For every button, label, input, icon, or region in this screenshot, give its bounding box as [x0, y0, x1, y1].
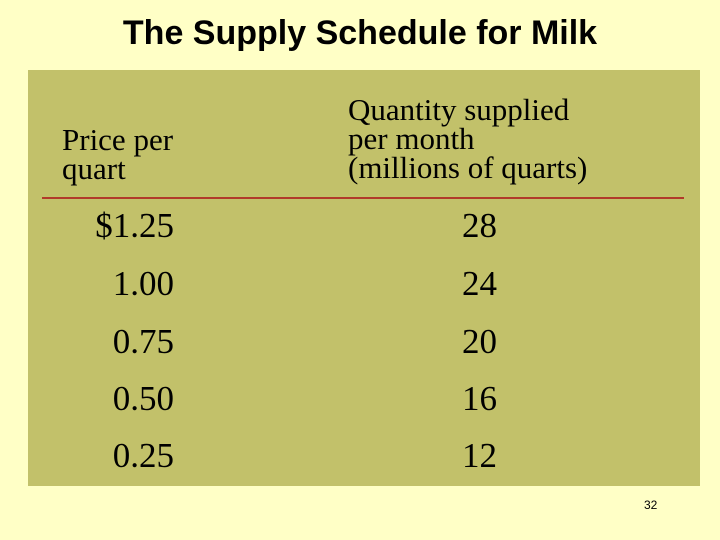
table-row: 1.00 24 — [28, 264, 700, 320]
table-row: 0.75 20 — [28, 322, 700, 378]
quantity-cell: 12 — [462, 436, 497, 475]
quantity-header-line: Quantity supplied — [348, 92, 570, 127]
quantity-cell: 16 — [462, 379, 497, 418]
table-row: 0.25 12 — [28, 436, 700, 492]
quantity-cell: 24 — [462, 264, 497, 303]
price-header-line: quart — [62, 151, 126, 186]
price-header-line: Price per — [62, 122, 174, 157]
quantity-column-header: Quantity supplied per month (millions of… — [348, 92, 588, 185]
supply-schedule-table: Price per quart Quantity supplied per mo… — [28, 70, 700, 486]
table-row: $1.25 28 — [28, 206, 700, 262]
price-cell: 1.00 — [112, 264, 174, 303]
quantity-cell: 20 — [462, 322, 497, 361]
slide-title: The Supply Schedule for Milk — [122, 14, 598, 52]
price-cell: $1.25 — [95, 206, 174, 245]
quantity-header-line: per month — [348, 121, 475, 156]
price-cell: 0.75 — [112, 322, 174, 361]
price-cell: 0.50 — [112, 379, 174, 418]
price-cell: 0.25 — [112, 436, 174, 475]
header-divider — [42, 197, 684, 199]
quantity-header-line: (millions of quarts) — [348, 150, 588, 185]
table-row: 0.50 16 — [28, 379, 700, 435]
quantity-cell: 28 — [462, 206, 497, 245]
page-number: 32 — [644, 498, 658, 512]
price-column-header: Price per quart — [62, 122, 174, 186]
